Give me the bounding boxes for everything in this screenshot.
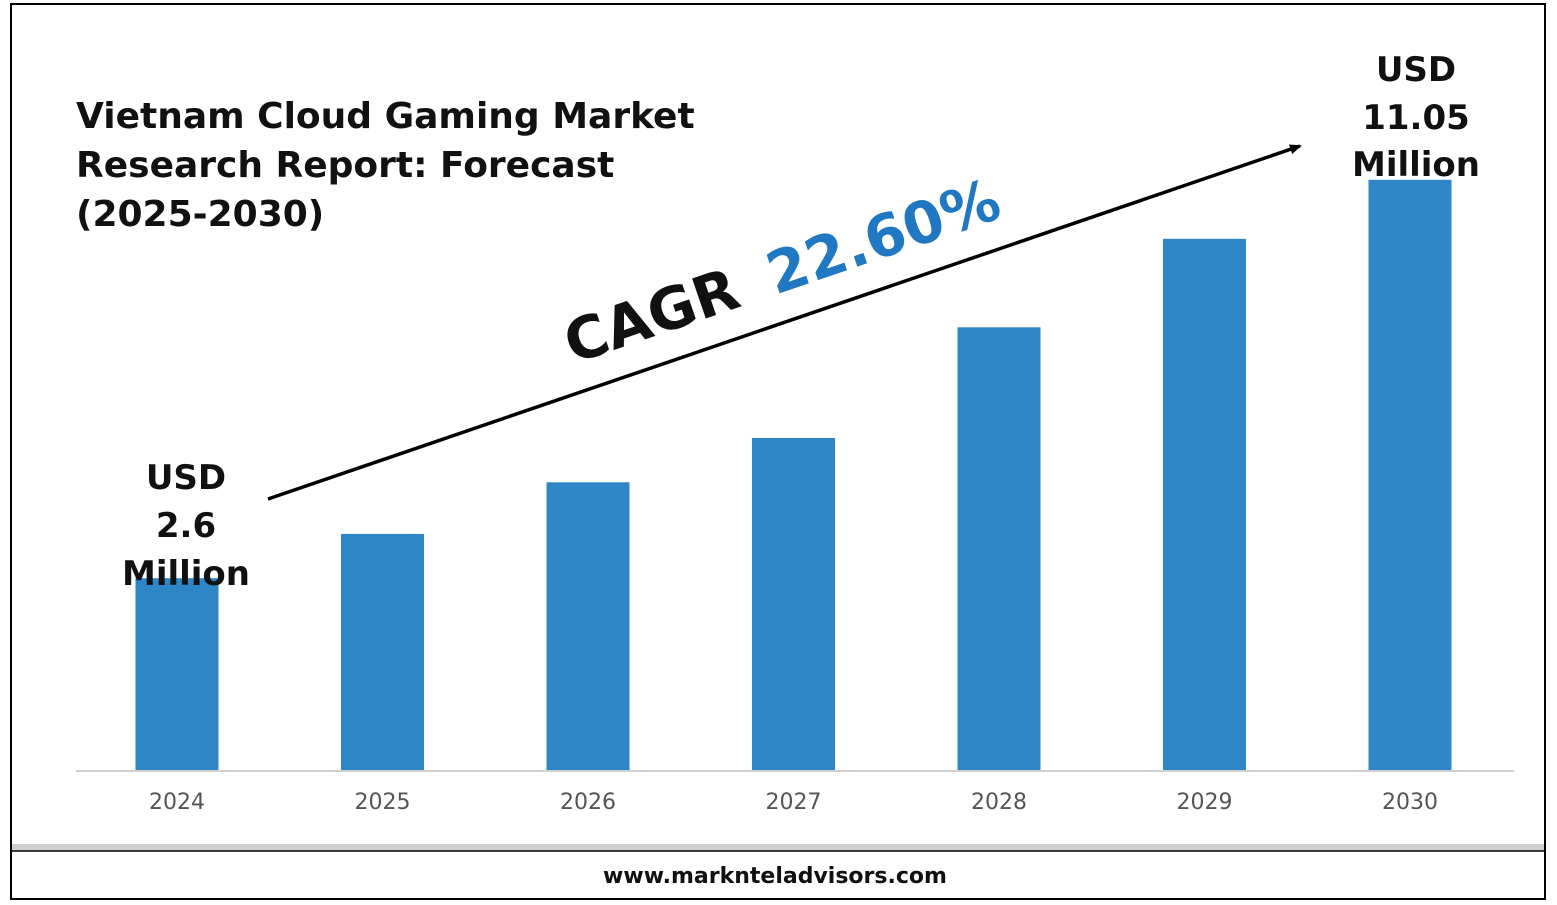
x-tick-2028: 2028 [971, 790, 1027, 815]
cagr-label: CAGR [556, 255, 748, 378]
start-label-unit: Million [122, 554, 250, 594]
end-label-unit: Million [1352, 145, 1480, 185]
footer-divider [12, 844, 1544, 851]
x-tick-labels: 2024 2025 2026 2027 2028 2029 2030 [149, 790, 1438, 815]
start-value-label: USD 2.6 Million [122, 458, 250, 594]
x-tick-2025: 2025 [355, 790, 411, 815]
end-value-label: USD 11.05 Million [1352, 50, 1480, 185]
cagr-annotation: CAGR 22.60% [556, 165, 1009, 377]
title-line-2: Research Report: Forecast [76, 145, 614, 186]
cagr-value: 22.60% [758, 165, 1009, 308]
end-label-amount: 11.05 [1362, 98, 1470, 138]
bar-2028 [957, 327, 1041, 770]
title-line-3: (2025-2030) [76, 194, 324, 235]
start-label-currency: USD [146, 458, 226, 498]
x-tick-2027: 2027 [766, 790, 822, 815]
bar-2030 [1368, 179, 1452, 771]
x-tick-2030: 2030 [1382, 790, 1438, 815]
footer-url[interactable]: www.marknteladvisors.com [603, 864, 947, 889]
bar-2024 [135, 578, 219, 770]
bars-group [135, 179, 1452, 771]
chart-title: Vietnam Cloud Gaming Market Research Rep… [76, 96, 695, 235]
x-tick-2024: 2024 [149, 790, 205, 815]
bar-2026 [546, 482, 630, 770]
end-label-currency: USD [1376, 50, 1456, 90]
bar-2025 [341, 533, 424, 770]
bar-2029 [1163, 238, 1246, 771]
x-tick-2029: 2029 [1177, 790, 1233, 815]
start-label-amount: 2.6 [156, 506, 216, 546]
title-line-1: Vietnam Cloud Gaming Market [76, 96, 695, 137]
bar-2027 [752, 438, 835, 770]
svg-text:CAGR 22.60%: CAGR 22.60% [556, 165, 1009, 377]
x-tick-2026: 2026 [560, 790, 616, 815]
growth-arrow [267, 144, 1302, 501]
